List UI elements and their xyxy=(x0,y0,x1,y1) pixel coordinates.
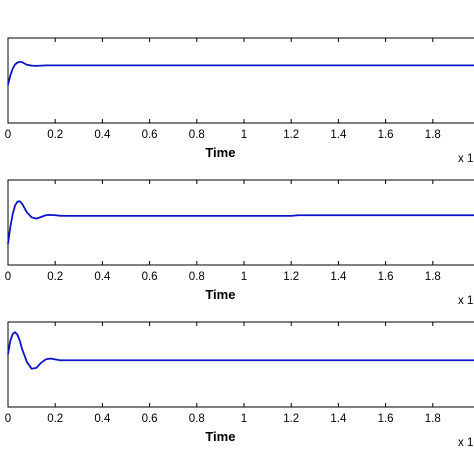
x-tick-label: 0.6 xyxy=(142,413,158,425)
x-tick-label: 0 xyxy=(5,129,11,141)
series-line xyxy=(7,200,474,244)
x-tick-label: 0.8 xyxy=(189,413,205,425)
axes-frame xyxy=(7,37,474,124)
x-tick-label: 1.6 xyxy=(378,271,394,283)
x-tick-label: 1.2 xyxy=(283,271,299,283)
x-tick-label: 0.2 xyxy=(47,129,63,141)
x-axis-label: Time xyxy=(205,429,235,444)
x-tick-label: 1 xyxy=(241,413,247,425)
x-tick-label: 1.8 xyxy=(425,271,441,283)
x-exponent-label: x 1 xyxy=(458,437,473,449)
x-tick-label: 1.6 xyxy=(378,129,394,141)
x-tick-label: 0.8 xyxy=(189,129,205,141)
x-exponent-label: x 1 xyxy=(458,295,473,307)
x-tick-label: 0.4 xyxy=(94,271,111,283)
x-tick-label: 1.6 xyxy=(378,413,394,425)
x-tick-label: 1.8 xyxy=(425,129,441,141)
x-tick-label: 0.6 xyxy=(142,129,158,141)
x-tick-label: 0.2 xyxy=(47,413,63,425)
subplot-2: 0 0.2 0.4 0.6 0.8 1 1.2 1.4 1.6 1.8 Time x 1 xyxy=(5,179,474,307)
axes-frame xyxy=(7,179,474,266)
series-line xyxy=(7,331,474,370)
x-axis-label: Time xyxy=(205,145,235,160)
x-tick-label: 0 xyxy=(5,271,11,283)
x-tick-label: 1.4 xyxy=(330,271,347,283)
x-tick-label: 1 xyxy=(241,271,247,283)
x-tick-label: 0.6 xyxy=(142,271,158,283)
subplot-3: 0 0.2 0.4 0.6 0.8 1 1.2 1.4 1.6 1.8 Time x 1 xyxy=(5,321,474,449)
x-tick-label: 0.2 xyxy=(47,271,63,283)
x-tick-label: 1.2 xyxy=(283,129,299,141)
x-exponent-label: x 1 xyxy=(458,153,473,165)
x-tick-label: 1.2 xyxy=(283,413,299,425)
x-tick-label: 0.8 xyxy=(189,271,205,283)
x-tick-label: 1 xyxy=(241,129,247,141)
x-tick-label: 1.4 xyxy=(330,413,347,425)
x-tick-label: 0.4 xyxy=(94,413,111,425)
series-line xyxy=(7,60,474,85)
x-tick-label: 1.8 xyxy=(425,413,441,425)
x-tick-label: 1.4 xyxy=(330,129,347,141)
axes-frame xyxy=(7,321,474,408)
x-tick-label: 0 xyxy=(5,413,11,425)
subplot-1: 0 0.2 0.4 0.6 0.8 1 1.2 1.4 1.6 1.8 Time x 1 xyxy=(5,37,474,165)
x-axis-label: Time xyxy=(205,287,235,302)
x-tick-label: 0.4 xyxy=(94,129,111,141)
